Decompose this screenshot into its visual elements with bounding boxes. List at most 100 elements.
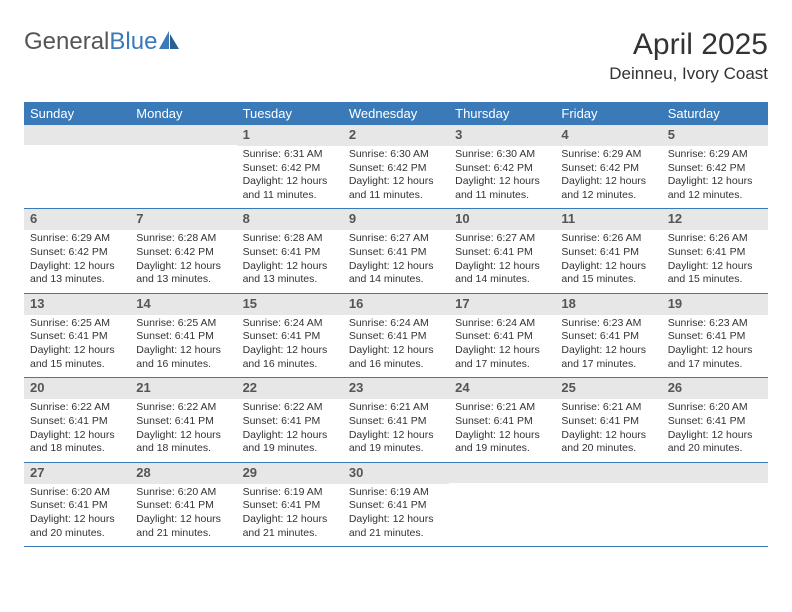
- sunset-line: Sunset: 6:41 PM: [136, 415, 230, 429]
- day-number: 8: [237, 209, 343, 230]
- daylight-line: Daylight: 12 hours and 17 minutes.: [668, 344, 762, 371]
- day-number: 19: [662, 294, 768, 315]
- sunset-line: Sunset: 6:41 PM: [243, 246, 337, 260]
- day-data: [449, 483, 555, 539]
- daylight-line: Daylight: 12 hours and 14 minutes.: [455, 260, 549, 287]
- day-data: [662, 483, 768, 539]
- sunset-line: Sunset: 6:41 PM: [243, 415, 337, 429]
- day-cell: 26Sunrise: 6:20 AMSunset: 6:41 PMDayligh…: [662, 378, 768, 461]
- sunrise-line: Sunrise: 6:28 AM: [243, 232, 337, 246]
- day-cell: [662, 463, 768, 546]
- sunset-line: Sunset: 6:42 PM: [561, 162, 655, 176]
- day-number: [662, 463, 768, 483]
- page-header: GeneralBlue April 2025 Deinneu, Ivory Co…: [24, 28, 768, 84]
- weeks-container: 1Sunrise: 6:31 AMSunset: 6:42 PMDaylight…: [24, 125, 768, 547]
- day-number: 9: [343, 209, 449, 230]
- day-data: Sunrise: 6:20 AMSunset: 6:41 PMDaylight:…: [662, 399, 768, 462]
- daylight-line: Daylight: 12 hours and 11 minutes.: [243, 175, 337, 202]
- daylight-line: Daylight: 12 hours and 14 minutes.: [349, 260, 443, 287]
- sunset-line: Sunset: 6:41 PM: [349, 246, 443, 260]
- weekday-header-row: Sunday Monday Tuesday Wednesday Thursday…: [24, 102, 768, 125]
- week-row: 1Sunrise: 6:31 AMSunset: 6:42 PMDaylight…: [24, 125, 768, 209]
- weekday-wednesday: Wednesday: [343, 102, 449, 125]
- sunrise-line: Sunrise: 6:22 AM: [243, 401, 337, 415]
- sunset-line: Sunset: 6:41 PM: [30, 415, 124, 429]
- day-number: 17: [449, 294, 555, 315]
- day-data: Sunrise: 6:30 AMSunset: 6:42 PMDaylight:…: [343, 146, 449, 209]
- day-data: Sunrise: 6:19 AMSunset: 6:41 PMDaylight:…: [237, 484, 343, 547]
- sunrise-line: Sunrise: 6:28 AM: [136, 232, 230, 246]
- day-number: 14: [130, 294, 236, 315]
- day-number: 3: [449, 125, 555, 146]
- sunrise-line: Sunrise: 6:29 AM: [30, 232, 124, 246]
- weekday-tuesday: Tuesday: [237, 102, 343, 125]
- day-data: Sunrise: 6:22 AMSunset: 6:41 PMDaylight:…: [130, 399, 236, 462]
- daylight-line: Daylight: 12 hours and 20 minutes.: [561, 429, 655, 456]
- daylight-line: Daylight: 12 hours and 18 minutes.: [30, 429, 124, 456]
- day-cell: 19Sunrise: 6:23 AMSunset: 6:41 PMDayligh…: [662, 294, 768, 377]
- day-number: 23: [343, 378, 449, 399]
- day-data: Sunrise: 6:23 AMSunset: 6:41 PMDaylight:…: [662, 315, 768, 378]
- day-cell: 13Sunrise: 6:25 AMSunset: 6:41 PMDayligh…: [24, 294, 130, 377]
- logo-text-1: General: [24, 28, 109, 56]
- day-cell: 14Sunrise: 6:25 AMSunset: 6:41 PMDayligh…: [130, 294, 236, 377]
- day-number: 12: [662, 209, 768, 230]
- day-number: 16: [343, 294, 449, 315]
- day-cell: 2Sunrise: 6:30 AMSunset: 6:42 PMDaylight…: [343, 125, 449, 208]
- daylight-line: Daylight: 12 hours and 16 minutes.: [136, 344, 230, 371]
- day-data: [24, 145, 130, 201]
- sunrise-line: Sunrise: 6:24 AM: [455, 317, 549, 331]
- weekday-saturday: Saturday: [662, 102, 768, 125]
- weekday-thursday: Thursday: [449, 102, 555, 125]
- day-cell: [449, 463, 555, 546]
- day-cell: 28Sunrise: 6:20 AMSunset: 6:41 PMDayligh…: [130, 463, 236, 546]
- daylight-line: Daylight: 12 hours and 17 minutes.: [455, 344, 549, 371]
- sunset-line: Sunset: 6:41 PM: [136, 499, 230, 513]
- sunrise-line: Sunrise: 6:22 AM: [136, 401, 230, 415]
- day-data: Sunrise: 6:25 AMSunset: 6:41 PMDaylight:…: [130, 315, 236, 378]
- week-row: 6 Sunrise: 6:29 AMSunset: 6:42 PM Daylight…: [24, 209, 768, 293]
- day-number: 22: [237, 378, 343, 399]
- day-cell: 5Sunrise: 6:29 AMSunset: 6:42 PMDaylight…: [662, 125, 768, 208]
- daylight-line: Daylight: 12 hours and 19 minutes.: [455, 429, 549, 456]
- calendar-page: GeneralBlue April 2025 Deinneu, Ivory Co…: [0, 0, 792, 571]
- logo: GeneralBlue: [24, 28, 181, 56]
- day-cell: 27Sunrise: 6:20 AMSunset: 6:41 PMDayligh…: [24, 463, 130, 546]
- day-cell: 30Sunrise: 6:19 AMSunset: 6:41 PMDayligh…: [343, 463, 449, 546]
- day-data: Sunrise: 6:26 AMSunset: 6:41 PMDaylight:…: [662, 230, 768, 293]
- sunset-line: Sunset: 6:41 PM: [349, 415, 443, 429]
- week-row: 13Sunrise: 6:25 AMSunset: 6:41 PMDayligh…: [24, 294, 768, 378]
- daylight-line: Daylight: 12 hours and 16 minutes.: [349, 344, 443, 371]
- day-number: 21: [130, 378, 236, 399]
- daylight-line: Daylight: 12 hours and 19 minutes.: [243, 429, 337, 456]
- day-cell: 12Sunrise: 6:26 AMSunset: 6:41 PMDayligh…: [662, 209, 768, 292]
- day-number: 30: [343, 463, 449, 484]
- day-number: 6: [24, 209, 130, 230]
- day-cell: 20Sunrise: 6:22 AMSunset: 6:41 PMDayligh…: [24, 378, 130, 461]
- day-number: [130, 125, 236, 145]
- sunrise-line: Sunrise: 6:26 AM: [561, 232, 655, 246]
- daylight-line: Daylight: 12 hours and 15 minutes.: [30, 344, 124, 371]
- day-cell: 8Sunrise: 6:28 AMSunset: 6:41 PMDaylight…: [237, 209, 343, 292]
- day-cell: 4Sunrise: 6:29 AMSunset: 6:42 PMDaylight…: [555, 125, 661, 208]
- day-number: [449, 463, 555, 483]
- daylight-line: Daylight: 12 hours and 21 minutes.: [136, 513, 230, 540]
- sunset-line: Sunset: 6:42 PM: [30, 246, 124, 260]
- daylight-line: Daylight: 12 hours and 11 minutes.: [349, 175, 443, 202]
- week-row: 20Sunrise: 6:22 AMSunset: 6:41 PMDayligh…: [24, 378, 768, 462]
- sunset-line: Sunset: 6:41 PM: [668, 246, 762, 260]
- day-number: 10: [449, 209, 555, 230]
- sunset-line: Sunset: 6:41 PM: [243, 499, 337, 513]
- day-cell: 9Sunrise: 6:27 AMSunset: 6:41 PMDaylight…: [343, 209, 449, 292]
- day-number: 4: [555, 125, 661, 146]
- sunrise-line: Sunrise: 6:20 AM: [136, 486, 230, 500]
- location: Deinneu, Ivory Coast: [609, 64, 768, 84]
- day-data: Sunrise: 6:29 AMSunset: 6:42 PMDaylight:…: [662, 146, 768, 209]
- sunrise-line: Sunrise: 6:27 AM: [455, 232, 549, 246]
- day-number: 2: [343, 125, 449, 146]
- day-cell: 15Sunrise: 6:24 AMSunset: 6:41 PMDayligh…: [237, 294, 343, 377]
- daylight-line: Daylight: 12 hours and 19 minutes.: [349, 429, 443, 456]
- sunrise-line: Sunrise: 6:19 AM: [243, 486, 337, 500]
- sunset-line: Sunset: 6:41 PM: [136, 330, 230, 344]
- daylight-line: Daylight: 12 hours and 16 minutes.: [243, 344, 337, 371]
